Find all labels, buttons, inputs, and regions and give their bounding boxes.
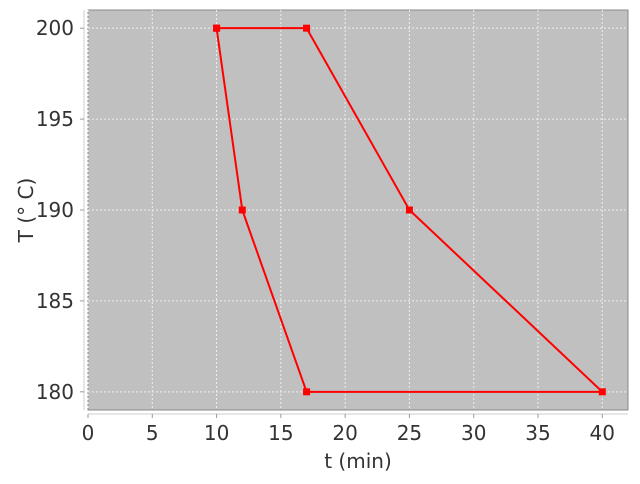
y-tick-label: 185	[36, 289, 74, 313]
x-tick-label: 15	[268, 421, 293, 445]
x-tick-label: 0	[82, 421, 95, 445]
data-point-marker	[405, 206, 413, 214]
x-axis-label: t (min)	[324, 449, 392, 473]
x-tick-label: 35	[525, 421, 550, 445]
y-axis-label: T (° C)	[14, 178, 38, 244]
y-tick-label: 180	[36, 380, 74, 404]
data-point-marker	[213, 24, 221, 32]
x-tick-label: 30	[461, 421, 486, 445]
y-tick-label: 190	[36, 198, 74, 222]
data-point-marker	[598, 388, 606, 396]
x-tick-label: 5	[146, 421, 159, 445]
y-tick-label: 195	[36, 107, 74, 131]
data-point-marker	[238, 206, 246, 214]
ticks: 0 5 10 15 20 25 30 35 40 180 185 190 195 200	[36, 16, 615, 445]
data-point-marker	[303, 388, 311, 396]
x-tick-label: 10	[204, 421, 229, 445]
x-tick-label: 25	[397, 421, 422, 445]
data-point-marker	[303, 24, 311, 32]
x-tick-label: 20	[332, 421, 357, 445]
series	[213, 24, 606, 396]
x-tick-label: 40	[590, 421, 615, 445]
y-tick-label: 200	[36, 16, 74, 40]
